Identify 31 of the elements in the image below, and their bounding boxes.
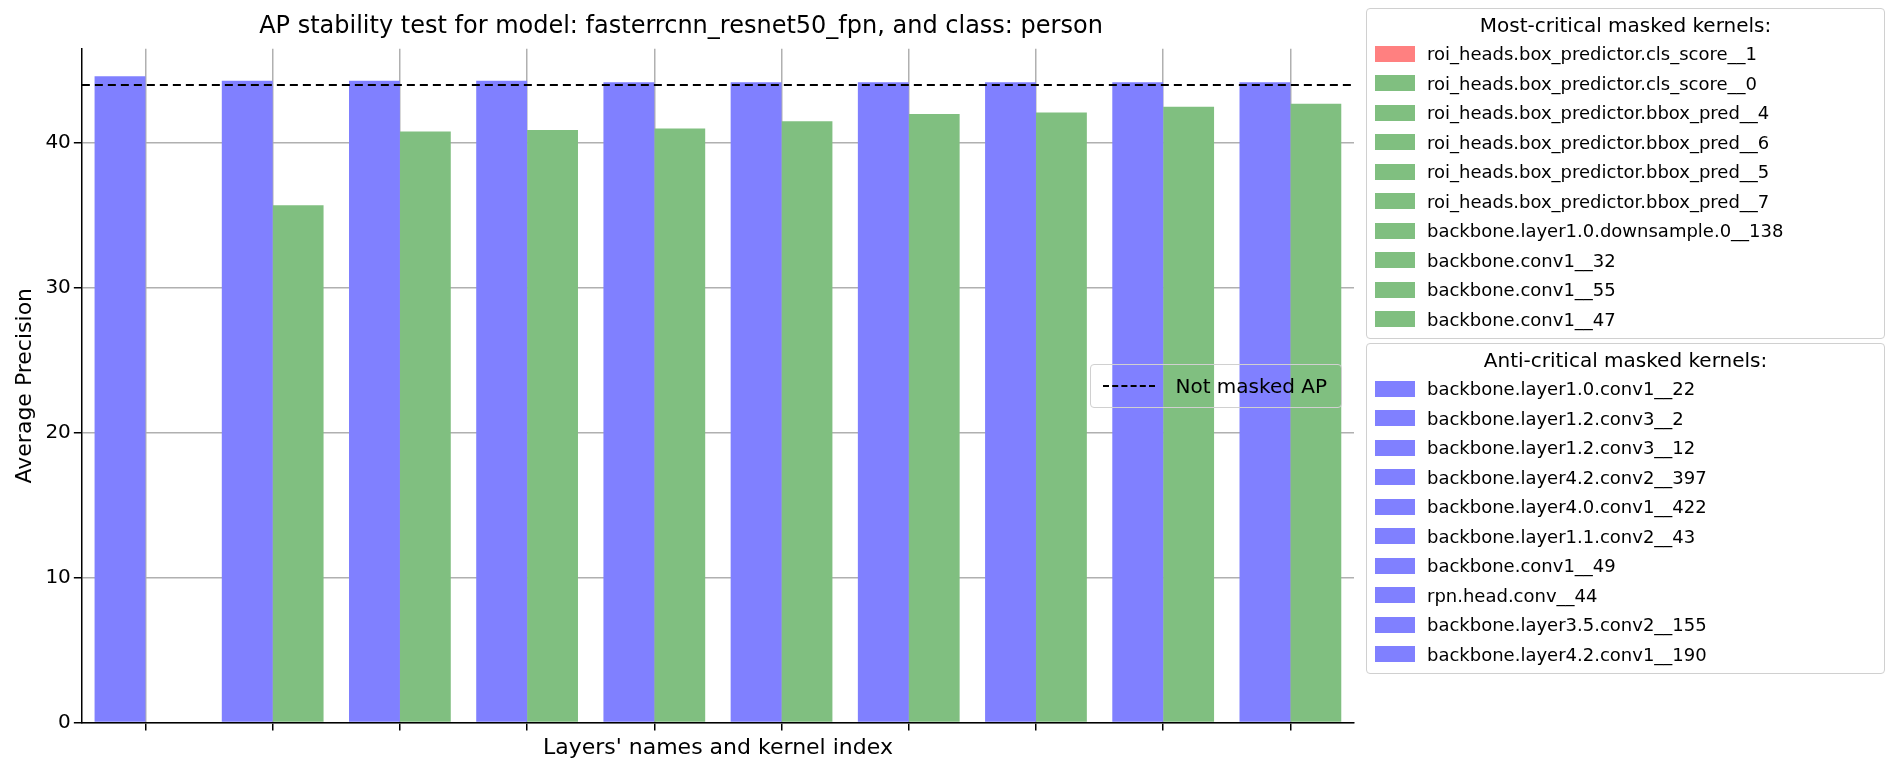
legend-label: backbone.layer1.0.conv1__22 [1427,378,1696,400]
y-tick-label: 0 [58,708,71,733]
legend-label: roi_heads.box_predictor.bbox_pred__6 [1427,131,1770,153]
legend-label: backbone.layer3.5.conv2__155 [1427,614,1707,636]
legend-label: roi_heads.box_predictor.cls_score__0 [1427,72,1758,94]
text: Anti-critical masked kernels: [1483,348,1768,372]
text: Most-critical masked kernels: [1479,13,1772,37]
legend-label: roi_heads.box_predictor.bbox_pred__4 [1427,102,1770,124]
y-tick-label: 30 [45,274,71,299]
chart-title: AP stability test for model: fasterrcnn_resnet50_fpn, and class: person [259,10,1103,39]
legend-label: backbone.layer1.2.conv3__12 [1427,437,1696,459]
y-tick-label: 20 [45,419,71,443]
legend-label: backbone.conv1__32 [1427,249,1616,271]
y-axis-title: Average Precision [10,287,36,484]
legend-label: roi_heads.box_predictor.bbox_pred__5 [1427,161,1770,183]
legend-label: rpn.head.conv__44 [1427,584,1598,606]
y-tick-label: 10 [45,563,71,588]
legend-label: roi_heads.box_predictor.cls_score__1 [1427,43,1758,65]
legend-label: backbone.conv1__55 [1427,279,1616,301]
legend-label: backbone.layer4.2.conv2__397 [1427,466,1707,488]
legend-label: backbone.layer1.2.conv3__2 [1427,407,1684,429]
legend-label: backbone.layer4.0.conv1__422 [1427,496,1707,518]
legend-label: Not masked AP [1175,373,1327,398]
y-tick-label: 40 [45,129,71,154]
legend-label: backbone.conv1__49 [1427,555,1616,577]
legend-label: backbone.conv1__47 [1427,308,1616,330]
legend-label: roi_heads.box_predictor.bbox_pred__7 [1427,190,1770,212]
x-axis-title: Layers' names and kernel index [542,733,893,759]
legend-label: backbone.layer1.1.conv2__43 [1427,525,1696,547]
legend-label: backbone.layer1.0.downsample.0__138 [1427,220,1784,242]
legend-label: backbone.layer4.2.conv1__190 [1427,643,1707,665]
